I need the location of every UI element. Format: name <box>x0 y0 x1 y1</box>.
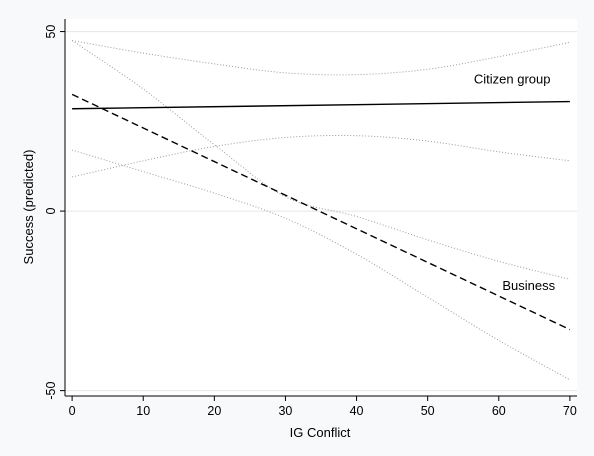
business-label: Business <box>502 278 555 293</box>
x-axis-label: IG Conflict <box>290 425 351 440</box>
x-tick-label: 50 <box>421 404 435 418</box>
x-tick-label: 20 <box>207 404 221 418</box>
y-axis-label: Success (predicted) <box>21 150 36 265</box>
y-tick-label: -50 <box>44 382 58 400</box>
x-tick-label: 70 <box>563 404 577 418</box>
x-tick-label: 30 <box>278 404 292 418</box>
x-tick-label: 60 <box>492 404 506 418</box>
citizen-group-label: Citizen group <box>474 72 551 87</box>
y-tick-label: 50 <box>44 25 58 39</box>
y-tick-label: 0 <box>44 208 58 215</box>
x-tick-label: 10 <box>136 404 150 418</box>
x-tick-label: 0 <box>69 404 76 418</box>
x-tick-label: 40 <box>350 404 364 418</box>
